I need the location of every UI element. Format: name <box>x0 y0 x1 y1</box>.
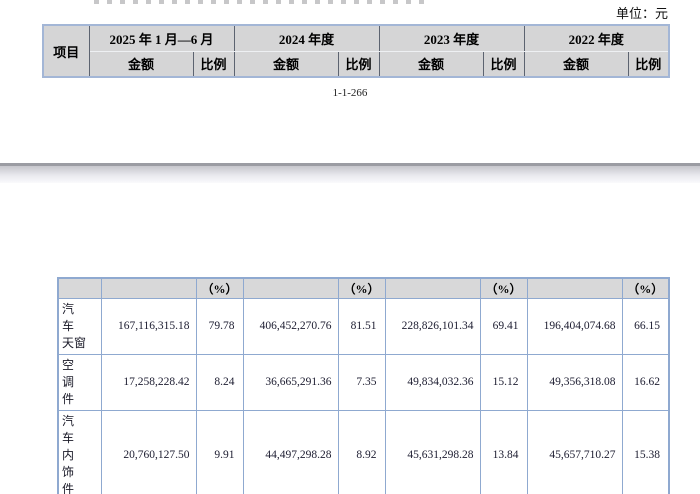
header-cell-period-2023: 2023 年度 <box>378 24 525 52</box>
amount-cell: 44,497,298.28 <box>242 409 339 494</box>
subheader-amount: 金额 <box>523 50 629 78</box>
amount-cell: 17,258,228.42 <box>100 353 197 411</box>
amount-cell: 49,834,032.36 <box>384 353 481 411</box>
subheader-amount: 金额 <box>88 50 194 78</box>
table-row-aircon: 空 调 件 17,258,228.42 8.24 36,665,291.36 7… <box>57 353 670 411</box>
unit-label: 单位：元 <box>615 6 668 21</box>
amount-cell: 45,631,298.28 <box>384 409 481 494</box>
ratio-cell: 9.91 <box>195 409 244 494</box>
percent-header-cell: （%） <box>479 277 528 299</box>
subheader-ratio: 比例 <box>337 50 380 78</box>
row-label: 汽 车 内 饰 件 <box>57 409 102 494</box>
amount-cell: 228,826,101.34 <box>384 297 481 355</box>
page-break-divider <box>0 163 700 183</box>
ratio-cell: 69.41 <box>479 297 528 355</box>
clipped-heading-remnant <box>94 0 432 4</box>
amount-cell: 196,404,074.68 <box>526 297 623 355</box>
amount-cell: 36,665,291.36 <box>242 353 339 411</box>
page-number: 1-1-266 <box>332 87 368 99</box>
ratio-cell: 66.15 <box>621 297 670 355</box>
ratio-cell: 8.24 <box>195 353 244 411</box>
header-cell-period-2025: 2025 年 1 月—6 月 <box>88 24 235 52</box>
amount-cell: 20,760,127.50 <box>100 409 197 494</box>
ratio-cell: 16.62 <box>621 353 670 411</box>
amount-cell: 49,356,318.08 <box>526 353 623 411</box>
ratio-cell: 7.35 <box>337 353 386 411</box>
ratio-cell: 15.38 <box>621 409 670 494</box>
empty-header-cell <box>526 277 623 299</box>
page-edge-shadow <box>0 166 700 183</box>
table-row-interior: 汽 车 内 饰 件 20,760,127.50 9.91 44,497,298.… <box>57 409 670 494</box>
subheader-amount: 金额 <box>233 50 339 78</box>
subheader-ratio: 比例 <box>627 50 670 78</box>
empty-header-cell <box>384 277 481 299</box>
empty-header-cell <box>57 277 102 299</box>
percent-header-cell: （%） <box>337 277 386 299</box>
empty-header-cell <box>100 277 197 299</box>
subheader-ratio: 比例 <box>192 50 235 78</box>
page-edge-line <box>0 163 700 166</box>
row-label: 汽 车 天窗 <box>57 297 102 355</box>
percent-header-row: （%） （%） （%） （%） <box>57 277 670 299</box>
subheader-amount: 金额 <box>378 50 484 78</box>
row-label: 空 调 件 <box>57 353 102 411</box>
amount-cell: 406,452,270.76 <box>242 297 339 355</box>
subheader-row: 金额 比例 金额 比例 金额 比例 金额 比例 <box>43 50 670 78</box>
revenue-breakdown-body-table: （%） （%） （%） （%） 汽 车 天窗 167,116,315.18 79… <box>57 277 670 494</box>
revenue-breakdown-header-table: 项目 2025 年 1 月—6 月 2024 年度 2023 年度 2022 年… <box>42 24 671 78</box>
percent-header-cell: （%） <box>195 277 244 299</box>
amount-cell: 45,657,710.27 <box>526 409 623 494</box>
table-row-sunroof: 汽 车 天窗 167,116,315.18 79.78 406,452,270.… <box>57 297 670 355</box>
empty-header-cell <box>242 277 339 299</box>
ratio-cell: 13.84 <box>479 409 528 494</box>
header-cell-period-2022: 2022 年度 <box>523 24 670 52</box>
percent-header-cell: （%） <box>621 277 670 299</box>
header-cell-period-2024: 2024 年度 <box>233 24 380 52</box>
ratio-cell: 81.51 <box>337 297 386 355</box>
ratio-cell: 79.78 <box>195 297 244 355</box>
ratio-cell: 8.92 <box>337 409 386 494</box>
amount-cell: 167,116,315.18 <box>100 297 197 355</box>
period-header-row: 项目 2025 年 1 月—6 月 2024 年度 2023 年度 2022 年… <box>42 24 670 78</box>
ratio-cell: 15.12 <box>479 353 528 411</box>
header-cell-item: 项目 <box>42 24 90 78</box>
subheader-ratio: 比例 <box>482 50 525 78</box>
